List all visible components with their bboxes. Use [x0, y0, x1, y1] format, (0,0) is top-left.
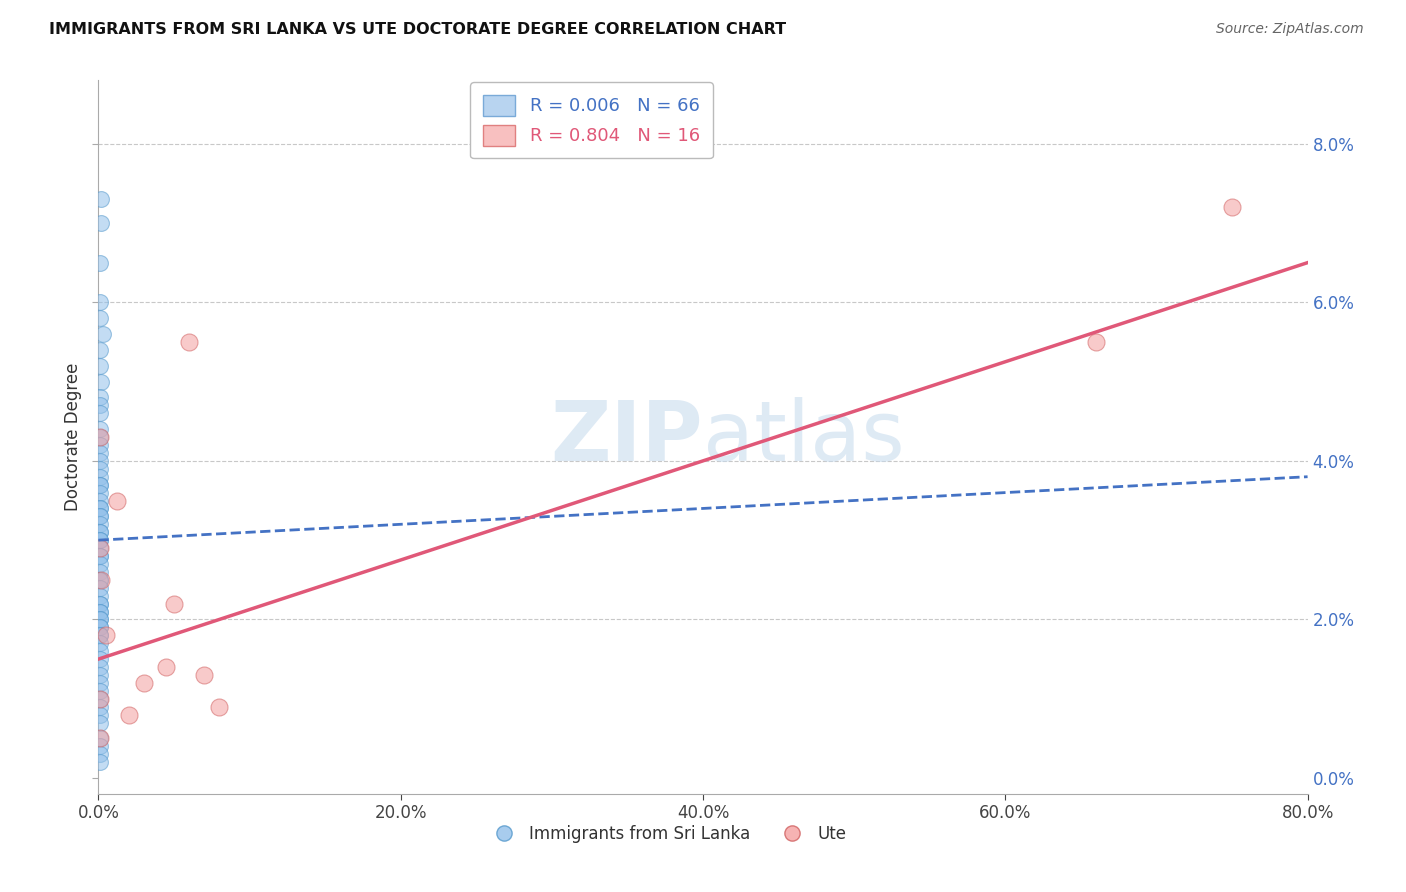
- Point: [89, 620, 111, 634]
- Point: [89, 620, 111, 634]
- Point: [89, 533, 111, 548]
- Point: [89, 255, 111, 269]
- Point: [89, 636, 111, 650]
- Point: [89, 438, 111, 452]
- Point: [89, 691, 111, 706]
- Point: [89, 691, 111, 706]
- Point: [90, 375, 112, 389]
- Point: [89, 446, 111, 460]
- Text: ZIP: ZIP: [551, 397, 703, 477]
- Point: [208, 699, 231, 714]
- Point: [89, 668, 111, 682]
- Point: [89, 311, 111, 326]
- Point: [89, 469, 111, 483]
- Point: [89, 525, 111, 540]
- Point: [89, 477, 111, 491]
- Point: [94, 628, 117, 642]
- Point: [89, 715, 111, 730]
- Point: [89, 477, 111, 491]
- Point: [89, 612, 111, 626]
- Point: [89, 549, 111, 563]
- Point: [89, 747, 111, 762]
- Point: [89, 541, 111, 555]
- Text: atlas: atlas: [703, 397, 904, 477]
- Point: [89, 565, 111, 579]
- Point: [89, 739, 111, 754]
- Point: [89, 343, 111, 357]
- Point: [89, 581, 111, 595]
- Point: [89, 731, 111, 746]
- Point: [89, 485, 111, 500]
- Point: [89, 422, 111, 436]
- Point: [89, 612, 111, 626]
- Point: [89, 699, 111, 714]
- Point: [89, 295, 111, 310]
- Point: [90, 216, 112, 230]
- Point: [163, 597, 186, 611]
- Point: [89, 628, 111, 642]
- Point: [89, 391, 111, 405]
- Point: [132, 676, 155, 690]
- Point: [105, 493, 128, 508]
- Point: [89, 660, 111, 674]
- Point: [155, 660, 177, 674]
- Point: [193, 668, 215, 682]
- Point: [89, 462, 111, 476]
- Point: [89, 644, 111, 658]
- Point: [1220, 200, 1243, 214]
- Point: [1085, 334, 1108, 349]
- Point: [89, 541, 111, 555]
- Point: [89, 628, 111, 642]
- Point: [90, 192, 112, 206]
- Point: [89, 597, 111, 611]
- Point: [89, 557, 111, 571]
- Point: [89, 430, 111, 444]
- Point: [179, 334, 201, 349]
- Point: [89, 707, 111, 722]
- Point: [89, 509, 111, 524]
- Point: [89, 525, 111, 540]
- Point: [118, 707, 141, 722]
- Text: IMMIGRANTS FROM SRI LANKA VS UTE DOCTORATE DEGREE CORRELATION CHART: IMMIGRANTS FROM SRI LANKA VS UTE DOCTORA…: [49, 22, 786, 37]
- Point: [89, 501, 111, 516]
- Point: [89, 605, 111, 619]
- Point: [89, 517, 111, 532]
- Point: [89, 731, 111, 746]
- Point: [89, 589, 111, 603]
- Point: [89, 359, 111, 373]
- Point: [89, 573, 111, 587]
- Point: [89, 493, 111, 508]
- Point: [90, 573, 112, 587]
- Text: Source: ZipAtlas.com: Source: ZipAtlas.com: [1216, 22, 1364, 37]
- Point: [89, 597, 111, 611]
- Point: [89, 549, 111, 563]
- Point: [89, 573, 111, 587]
- Point: [89, 755, 111, 769]
- Point: [91, 326, 114, 341]
- Point: [89, 509, 111, 524]
- Y-axis label: Doctorate Degree: Doctorate Degree: [63, 363, 82, 511]
- Point: [89, 683, 111, 698]
- Point: [89, 501, 111, 516]
- Point: [89, 676, 111, 690]
- Point: [89, 430, 111, 444]
- Legend: Immigrants from Sri Lanka, Ute: Immigrants from Sri Lanka, Ute: [481, 819, 852, 850]
- Point: [89, 533, 111, 548]
- Point: [89, 454, 111, 468]
- Point: [89, 605, 111, 619]
- Point: [89, 398, 111, 412]
- Point: [89, 406, 111, 420]
- Point: [89, 652, 111, 666]
